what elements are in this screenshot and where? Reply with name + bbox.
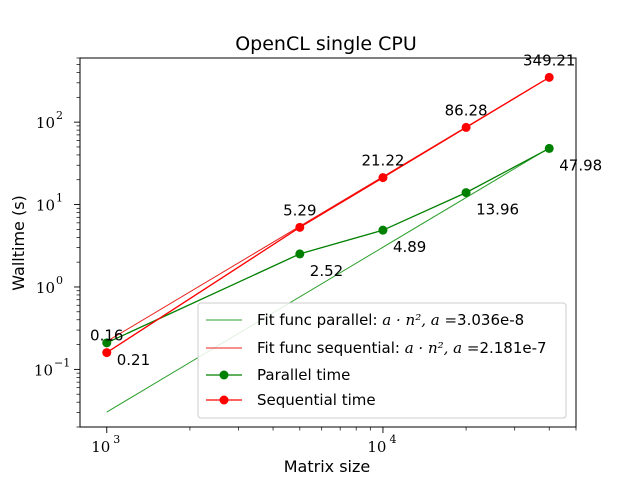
x-tick-base: 10 <box>367 438 386 456</box>
x-axis-label: Matrix size <box>284 457 370 476</box>
data-label-sequential: 0.16 <box>90 327 123 345</box>
legend-text-formula: a · n², a = <box>382 311 457 329</box>
legend-label-fit_sequential: Fit func sequential: a · n², a =2.181e-7 <box>257 339 547 357</box>
data-point-parallel <box>544 143 554 153</box>
y-tick-base: 10 <box>36 197 55 215</box>
legend-marker-sequential <box>219 395 229 405</box>
x-tick-label: 10 <box>91 438 110 456</box>
y-tick-exponent: 2 <box>56 109 63 122</box>
data-point-sequential <box>102 348 112 358</box>
legend-label-fit_parallel: Fit func parallel: a · n², a =3.036e-8 <box>257 311 524 329</box>
data-label-parallel: 4.89 <box>393 238 426 256</box>
data-point-parallel <box>378 225 388 235</box>
legend-text-prefix: Fit func sequential: <box>257 339 405 357</box>
data-label-parallel: 47.98 <box>559 156 602 174</box>
y-tick-base: 10 <box>34 361 53 379</box>
y-tick-base: 10 <box>36 114 55 132</box>
data-point-parallel <box>102 338 112 348</box>
data-point-parallel <box>461 188 471 198</box>
x-tick-base: 10 <box>91 438 110 456</box>
y-tick-exponent: −1 <box>54 356 70 369</box>
data-label-parallel: 13.96 <box>476 201 519 219</box>
legend-text-coef: 3.036e-8 <box>457 311 524 329</box>
x-tick-exponent: 3 <box>113 433 120 446</box>
x-tick-exponent: 4 <box>389 433 396 446</box>
legend-label-sequential: Sequential time <box>257 391 376 409</box>
data-label-parallel: 0.21 <box>117 351 150 369</box>
data-point-sequential <box>378 173 388 183</box>
data-label-sequential: 349.21 <box>523 51 576 69</box>
legend-text-coef: 2.181e-7 <box>479 339 546 357</box>
data-point-sequential <box>544 72 554 82</box>
data-label-sequential: 86.28 <box>445 101 488 119</box>
y-tick-exponent: 0 <box>56 274 63 287</box>
legend-text-formula: a · n², a = <box>405 339 480 357</box>
y-tick-exponent: 1 <box>56 192 63 205</box>
data-point-sequential <box>295 222 305 232</box>
data-label-parallel: 2.52 <box>310 262 343 280</box>
chart-title: OpenCL single CPU <box>235 33 417 55</box>
legend: Fit func parallel: a · n², a =3.036e-8Fi… <box>197 302 567 419</box>
plot-frame <box>79 57 577 428</box>
y-axis-label: Walltime (s) <box>9 195 28 291</box>
series-line-fit_parallel <box>106 147 550 413</box>
data-label-sequential: 21.22 <box>361 152 404 170</box>
y-tick-base: 10 <box>36 279 55 297</box>
legend-label-parallel: Parallel time <box>257 366 350 384</box>
legend-text-prefix: Fit func parallel: <box>257 311 382 329</box>
x-tick-label: 10 <box>367 438 386 456</box>
legend-marker-parallel <box>219 370 229 380</box>
data-point-parallel <box>295 249 305 259</box>
legend-box <box>197 302 567 419</box>
data-point-sequential <box>461 122 471 132</box>
data-label-sequential: 5.29 <box>283 201 316 219</box>
